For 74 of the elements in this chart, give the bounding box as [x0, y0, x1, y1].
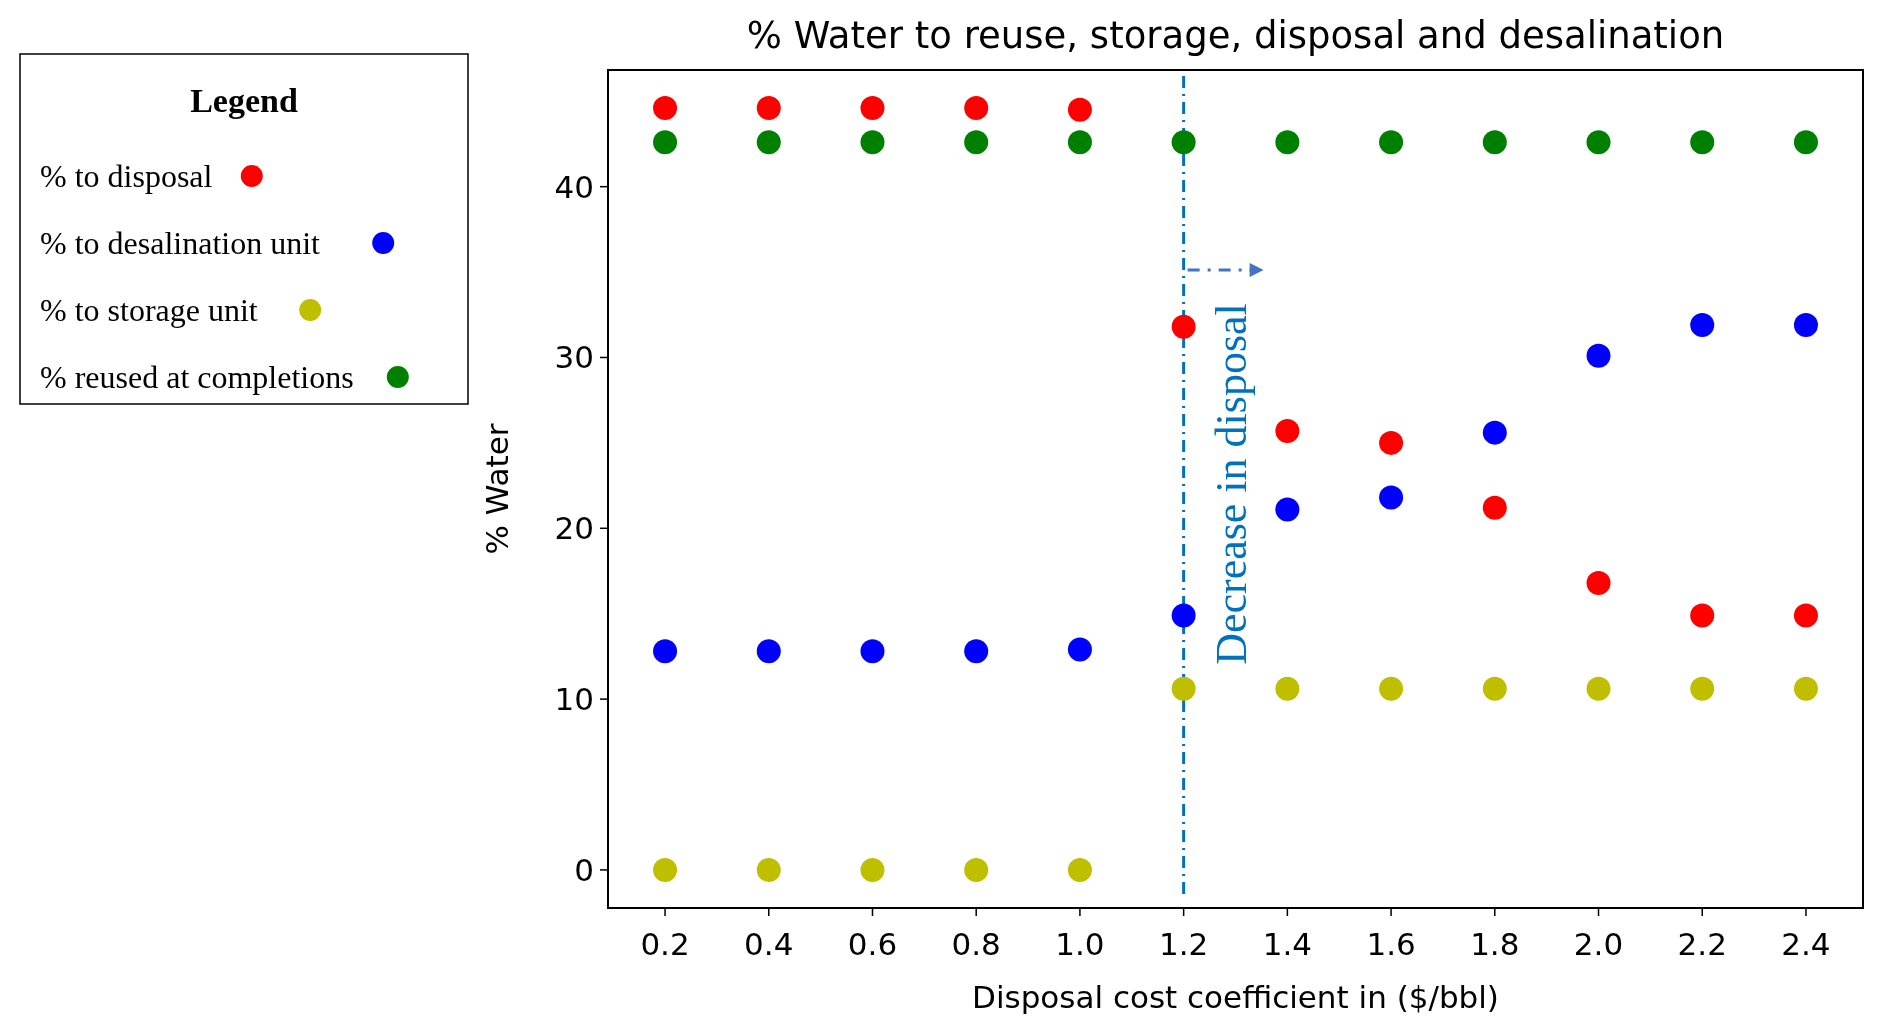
point: [1275, 676, 1300, 701]
point: [1482, 676, 1507, 701]
point: [756, 639, 781, 664]
point: [1586, 570, 1611, 595]
legend-label: % reused at completions: [40, 359, 354, 395]
point: [1793, 313, 1818, 338]
point: [1171, 603, 1196, 628]
legend-label: % to disposal: [40, 158, 213, 194]
x-tick-label: 1.0: [1055, 926, 1105, 962]
point: [964, 857, 989, 882]
point: [1482, 495, 1507, 520]
point: [1067, 857, 1092, 882]
point: [964, 96, 989, 121]
point: [1275, 130, 1300, 155]
point: [1171, 314, 1196, 339]
point: [1586, 676, 1611, 701]
point: [1067, 130, 1092, 155]
point: [653, 857, 678, 882]
point: [1379, 676, 1404, 701]
x-tick-label: 0.4: [744, 926, 794, 962]
y-axis-title: % Water: [479, 423, 515, 555]
x-tick-label: 2.2: [1677, 926, 1727, 962]
x-tick-label: 1.6: [1366, 926, 1416, 962]
point: [1793, 603, 1818, 628]
x-tick-label: 2.4: [1781, 926, 1831, 962]
point: [756, 857, 781, 882]
point: [653, 96, 678, 121]
point: [1586, 343, 1611, 368]
x-tick-label: 0.6: [847, 926, 898, 962]
point: [1793, 130, 1818, 155]
point: [1067, 97, 1092, 122]
point: [1379, 130, 1404, 155]
point: [1482, 420, 1507, 445]
point: [756, 96, 781, 121]
point: [1690, 676, 1715, 701]
point: [860, 96, 885, 121]
x-tick-label: 0.8: [951, 926, 1001, 962]
point: [964, 130, 989, 155]
y-tick-label: 20: [554, 510, 594, 547]
legend-label: % to desalination unit: [40, 225, 321, 261]
point: [1690, 313, 1715, 338]
y-tick-label: 10: [554, 681, 594, 718]
x-axis-title: Disposal cost coefficient in ($/bbl): [972, 979, 1499, 1015]
point: [1482, 130, 1507, 155]
point: [1690, 130, 1715, 155]
point: [1690, 603, 1715, 628]
point: [653, 639, 678, 664]
point: [860, 639, 885, 664]
x-tick-label: 1.4: [1262, 926, 1313, 962]
y-tick-label: 0: [574, 851, 594, 888]
point: [1793, 676, 1818, 701]
point: [964, 639, 989, 664]
legend-title: Legend: [190, 82, 298, 119]
point: [1379, 485, 1404, 510]
legend-label: % to storage unit: [40, 292, 258, 328]
point: [1275, 418, 1300, 443]
annotation: Decrease in disposal: [1207, 303, 1257, 665]
point: [1067, 637, 1092, 662]
point: [1586, 130, 1611, 155]
point: [860, 130, 885, 155]
x-tick-label: 1.8: [1470, 926, 1520, 962]
point: [653, 130, 678, 155]
point: [860, 857, 885, 882]
y-tick-label: 40: [554, 168, 594, 205]
chart-title: % Water to reuse, storage, disposal and desalination: [746, 14, 1725, 57]
x-tick-label: 1.2: [1158, 926, 1209, 962]
point: [756, 130, 781, 155]
y-tick-label: 30: [554, 339, 594, 376]
x-tick-label: 2.0: [1573, 926, 1624, 962]
point: [1379, 430, 1404, 455]
point: [1275, 497, 1300, 522]
point: [1171, 130, 1196, 155]
point: [1171, 676, 1196, 701]
x-tick-label: 0.2: [640, 926, 690, 962]
